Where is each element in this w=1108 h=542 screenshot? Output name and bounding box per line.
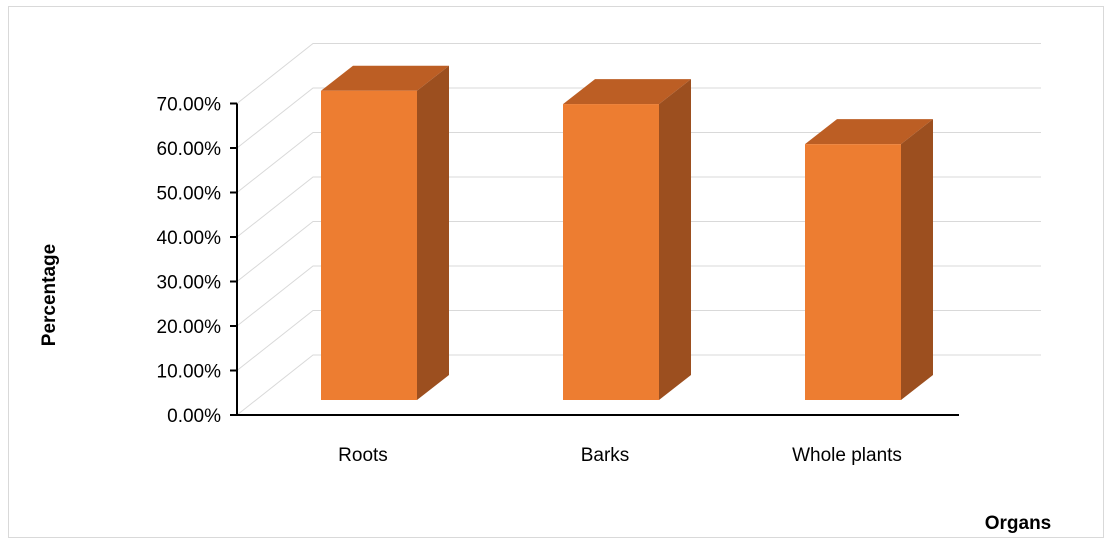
gridline: [236, 221, 1041, 282]
bar-side-face: [901, 119, 933, 400]
x-category-labels: Roots Barks Whole plants: [338, 445, 902, 466]
bar-side-face: [417, 65, 449, 400]
bar: [805, 119, 933, 400]
gridline: [236, 265, 1041, 327]
bar: [563, 79, 691, 400]
bar-top-face: [563, 79, 691, 105]
bar-top-face: [805, 119, 933, 145]
x-category-label: Roots: [338, 445, 388, 466]
y-tick-label: 20.00%: [157, 317, 222, 338]
bar-front-face: [321, 90, 417, 400]
y-tick-label: 40.00%: [157, 228, 222, 249]
gridlines: [236, 43, 1041, 416]
x-axis-title: Organs: [985, 513, 1052, 534]
bar-front-face: [563, 104, 659, 400]
x-category-label: Whole plants: [792, 445, 902, 466]
bar-top-face: [321, 65, 449, 91]
bars: [321, 65, 933, 400]
bar: [321, 65, 449, 400]
chart-frame: 0.00% 10.00% 20.00% 30.00% 40.00% 50.00% 60.00…: [8, 6, 1104, 538]
y-tick-labels: 0.00% 10.00% 20.00% 30.00% 40.00% 50.00% 60.00…: [157, 95, 222, 428]
gridline: [236, 132, 1041, 193]
y-tick-label: 30.00%: [157, 273, 222, 294]
y-tick-label: 60.00%: [157, 139, 222, 160]
bar-side-face: [659, 79, 691, 400]
bar-front-face: [805, 144, 901, 400]
y-tick-label: 0.00%: [167, 406, 221, 427]
bar-chart: 0.00% 10.00% 20.00% 30.00% 40.00% 50.00% 60.00…: [39, 43, 1052, 534]
axes: [230, 102, 959, 416]
y-tick-label: 10.00%: [157, 362, 222, 383]
gridline: [236, 354, 1041, 416]
y-tick-label: 70.00%: [157, 95, 222, 116]
gridline: [236, 176, 1041, 238]
y-axis-title: Percentage: [39, 244, 60, 346]
gridline: [236, 43, 1041, 104]
gridline: [236, 310, 1041, 371]
x-category-label: Barks: [581, 445, 630, 466]
gridline: [236, 87, 1041, 149]
y-tick-label: 50.00%: [157, 184, 222, 205]
